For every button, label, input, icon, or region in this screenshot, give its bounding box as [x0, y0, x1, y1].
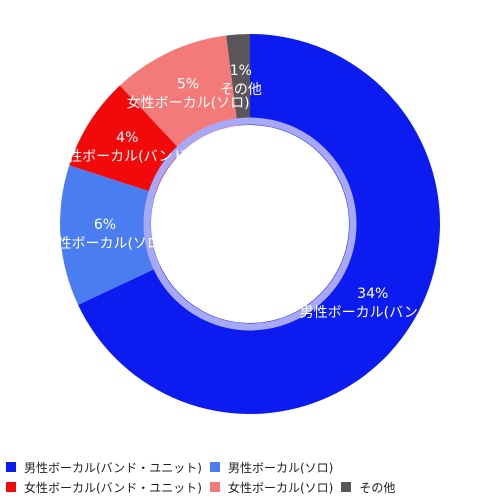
legend-row-2: 女性ボーカル(バンド・ユニット) 女性ボーカル(ソロ) その他 [6, 478, 496, 496]
legend-label-male-band: 男性ボーカル(バンド・ユニット) [24, 460, 202, 475]
legend-item-other[interactable]: その他 [341, 479, 395, 496]
slice-percent-female-solo: 5% [177, 76, 199, 92]
slice-labels: 34% 男性ボーカル(バンド・ 6% 男性ボーカル(ソロ) 4% 女性ボーカル(バンド・ 5… [43, 63, 445, 321]
slice-percent-female-band: 4% [116, 130, 138, 146]
legend-label-male-solo: 男性ボーカル(ソロ) [227, 460, 334, 475]
legend-label-female-band: 女性ボーカル(バンド・ユニット) [24, 480, 202, 495]
inner-ring [143, 117, 357, 331]
legend-label-female-solo: 女性ボーカル(ソロ) [227, 480, 334, 495]
donut-chart: 34% 男性ボーカル(バンド・ 6% 男性ボーカル(ソロ) 4% 女性ボーカル(バンド・ 5… [43, 34, 445, 414]
donut-hole [151, 125, 349, 323]
legend-item-female-solo[interactable]: 女性ボーカル(ソロ) [209, 479, 334, 496]
legend: 男性ボーカル(バンド・ユニット) 男性ボーカル(ソロ) 女性ボーカル(バンド・ユ… [6, 458, 496, 498]
legend-swatch-female-solo [209, 482, 220, 492]
legend-swatch-female-band [6, 482, 16, 492]
slice-name-male-solo: 男性ボーカル(ソロ) [43, 236, 166, 252]
slice-name-other: その他 [220, 82, 262, 98]
legend-label-other: その他 [359, 480, 396, 495]
legend-swatch-male-solo [209, 462, 220, 472]
legend-item-male-band[interactable]: 男性ボーカル(バンド・ユニット) [6, 459, 202, 476]
slice-percent-male-solo: 6% [94, 217, 116, 233]
legend-item-male-solo[interactable]: 男性ボーカル(ソロ) [209, 459, 334, 476]
legend-swatch-male-band [6, 462, 16, 472]
slice-name-female-solo: 女性ボーカル(ソロ) [127, 94, 250, 111]
slice-percent-male-band: 34% [357, 286, 388, 302]
legend-item-female-band[interactable]: 女性ボーカル(バンド・ユニット) [6, 479, 202, 496]
slice-name-female-band: 女性ボーカル(バンド・ [54, 148, 200, 165]
slice-percent-other: 1% [230, 63, 252, 79]
legend-swatch-other [341, 482, 352, 492]
legend-row-1: 男性ボーカル(バンド・ユニット) 男性ボーカル(ソロ) [6, 458, 496, 476]
slice-name-male-band: 男性ボーカル(バンド・ [300, 305, 446, 321]
